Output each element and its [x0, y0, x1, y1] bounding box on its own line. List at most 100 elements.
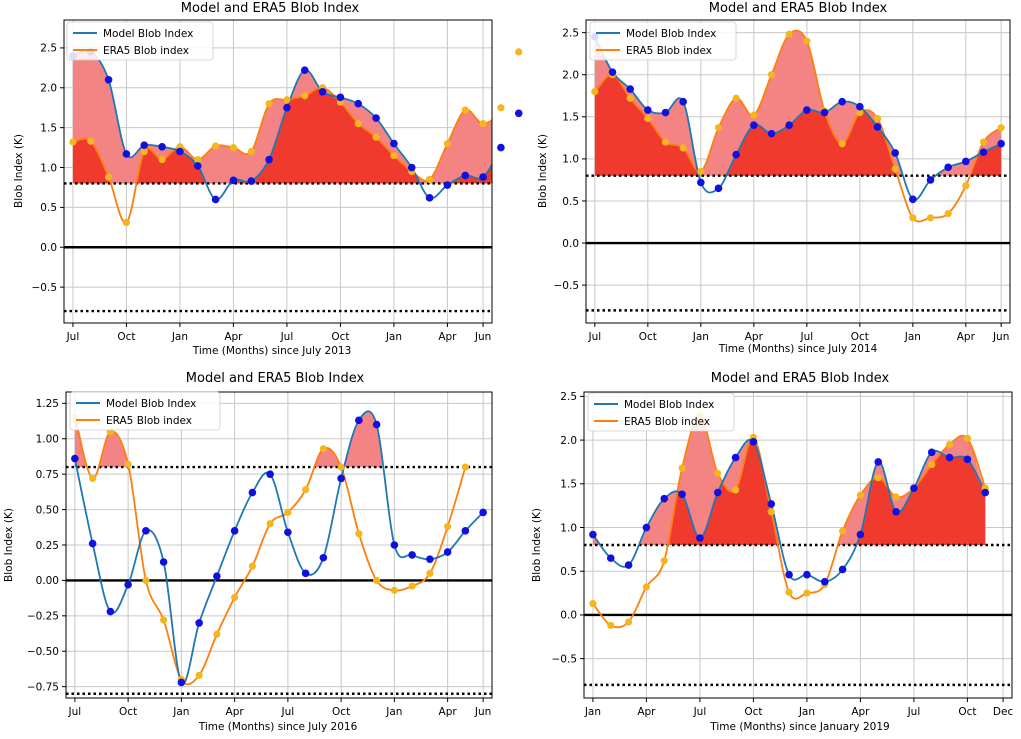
y-tick-label: 0.0	[40, 242, 57, 254]
era5-point	[909, 214, 917, 222]
era5-point	[607, 621, 615, 630]
model-point	[266, 470, 274, 478]
plot-frame	[583, 391, 1013, 699]
era5-point	[229, 143, 238, 152]
x-tick-label: Oct	[851, 331, 869, 343]
model-point	[230, 527, 239, 535]
model-point	[158, 142, 166, 151]
x-axis-label: Time (Months) since July 2014	[718, 343, 878, 355]
era5-point	[390, 586, 398, 594]
model-point	[265, 155, 273, 164]
exceedance-fill-dark	[594, 74, 698, 176]
era5-point	[355, 530, 363, 538]
x-tick-label: Jul	[66, 331, 80, 343]
era5-point	[124, 460, 132, 468]
era5-point	[928, 460, 936, 469]
model-point	[803, 570, 811, 579]
era5-point	[660, 557, 668, 565]
model-point	[750, 121, 758, 130]
model-point	[767, 500, 776, 508]
model-point	[697, 178, 705, 187]
x-tick-label: Oct	[639, 331, 657, 343]
x-tick-label: Jan	[584, 706, 601, 718]
era5-point	[767, 508, 775, 516]
y-tick-label: 2.0	[562, 70, 579, 82]
model-point	[284, 528, 292, 537]
model-series-line	[73, 410, 484, 685]
model-point	[213, 572, 221, 580]
era5-point	[926, 214, 935, 222]
model-point	[856, 102, 864, 111]
model-point	[354, 99, 363, 108]
legend-label-model: Model Blob Index	[106, 398, 196, 410]
era5-point	[390, 151, 398, 160]
era5-point	[838, 140, 846, 148]
plot-frame	[63, 19, 493, 324]
model-point	[979, 148, 988, 156]
model-point	[944, 163, 952, 172]
legend-box	[66, 21, 214, 61]
axis-ticks: Jul Oct Jan Apr Jul Oct Jan Apr Jun −0.5 0.0 0.5 1.0…	[32, 43, 492, 343]
x-tick-label: Apr	[637, 706, 656, 718]
y-tick-label: 1.5	[562, 112, 579, 124]
x-tick-label: Apr	[438, 331, 457, 343]
exceedance-fill-dark	[727, 109, 897, 176]
x-tick-label: Jul	[587, 331, 601, 343]
x-tick-label: Oct	[117, 331, 135, 343]
model-point	[408, 551, 416, 559]
era5-point	[461, 106, 469, 114]
era5-point	[89, 474, 97, 483]
x-axis-label: Time (Months) since January 2019	[709, 721, 889, 733]
x-axis-label: Time (Months) since July 2016	[198, 721, 358, 733]
model-point	[927, 448, 936, 457]
y-tick-label: 2.0	[40, 83, 57, 95]
era5-point	[785, 30, 793, 38]
model-point	[926, 176, 935, 184]
model-point	[140, 141, 149, 149]
model-point	[820, 108, 829, 117]
y-tick-label: 1.0	[562, 154, 579, 166]
model-point	[193, 162, 202, 170]
exceedance-fill-dark	[231, 88, 419, 184]
legend-label-era5: ERA5 Blob index	[624, 416, 710, 428]
y-tick-label: 0.50	[36, 504, 59, 516]
model-point	[873, 123, 882, 131]
plot-area: Jul Oct Jan Apr Jul Oct Jan Apr Jun −0.5 0.0 0.5 1.0…	[554, 19, 1011, 343]
model-point	[426, 555, 434, 563]
x-tick-label: Oct	[744, 706, 762, 718]
x-tick-label: Oct	[331, 331, 349, 343]
exceedance-fill-dark	[971, 143, 1002, 176]
era5-point	[642, 583, 651, 591]
legend: Model Blob Index ERA5 Blob index	[589, 21, 737, 61]
model-point	[626, 85, 634, 93]
era5-point	[750, 111, 758, 119]
model-point	[390, 139, 398, 148]
model-point	[874, 458, 883, 466]
chart-title: Model and ERA5 Blob Index	[181, 1, 360, 16]
model-point	[661, 108, 670, 117]
era5-point	[838, 527, 847, 535]
model-point	[696, 534, 704, 542]
era5-point	[873, 114, 882, 123]
model-point	[461, 171, 470, 180]
y-tick-label: 2.5	[40, 43, 57, 55]
model-point	[355, 416, 363, 425]
model-point	[283, 103, 291, 112]
model-point	[963, 455, 972, 464]
era5-point	[661, 138, 670, 146]
era5-point	[372, 133, 380, 141]
model-point	[820, 577, 829, 586]
x-tick-label: Jul	[907, 706, 921, 718]
era5-markers	[589, 412, 989, 630]
legend-box	[587, 392, 735, 432]
y-tick-label: 0.5	[560, 566, 577, 578]
era5-point	[856, 491, 865, 499]
y-tick-label: 0.25	[36, 540, 59, 552]
era5-point	[160, 616, 168, 624]
x-tick-label: Jan	[798, 706, 815, 718]
model-point	[838, 565, 847, 574]
y-axis-label: Blob Index (K)	[3, 508, 15, 582]
era5-markers	[71, 413, 469, 684]
era5-point	[856, 108, 864, 117]
era5-point	[373, 576, 381, 585]
